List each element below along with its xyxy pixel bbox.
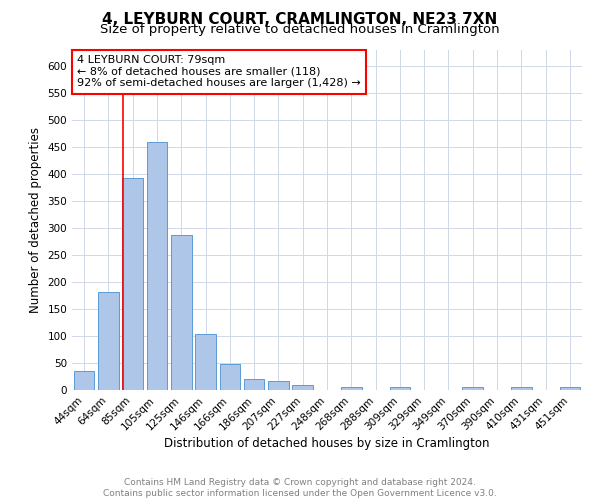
Text: 4 LEYBURN COURT: 79sqm
← 8% of detached houses are smaller (118)
92% of semi-det: 4 LEYBURN COURT: 79sqm ← 8% of detached … [77, 55, 361, 88]
Bar [463, 388, 483, 390]
Bar [171, 234, 191, 390]
Bar [122, 178, 143, 390]
Text: Size of property relative to detached houses in Cramlington: Size of property relative to detached ho… [100, 22, 500, 36]
Bar [244, 379, 265, 390]
Bar [74, 371, 94, 390]
Bar [560, 388, 580, 390]
X-axis label: Distribution of detached houses by size in Cramlington: Distribution of detached houses by size … [164, 438, 490, 450]
Bar [220, 364, 240, 390]
Bar [389, 388, 410, 390]
Bar [146, 142, 167, 390]
Text: Contains HM Land Registry data © Crown copyright and database right 2024.
Contai: Contains HM Land Registry data © Crown c… [103, 478, 497, 498]
Text: 4, LEYBURN COURT, CRAMLINGTON, NE23 7XN: 4, LEYBURN COURT, CRAMLINGTON, NE23 7XN [103, 12, 497, 28]
Bar [292, 384, 313, 390]
Bar [98, 292, 119, 390]
Bar [268, 382, 289, 390]
Bar [341, 388, 362, 390]
Bar [195, 334, 216, 390]
Y-axis label: Number of detached properties: Number of detached properties [29, 127, 42, 313]
Bar [511, 388, 532, 390]
